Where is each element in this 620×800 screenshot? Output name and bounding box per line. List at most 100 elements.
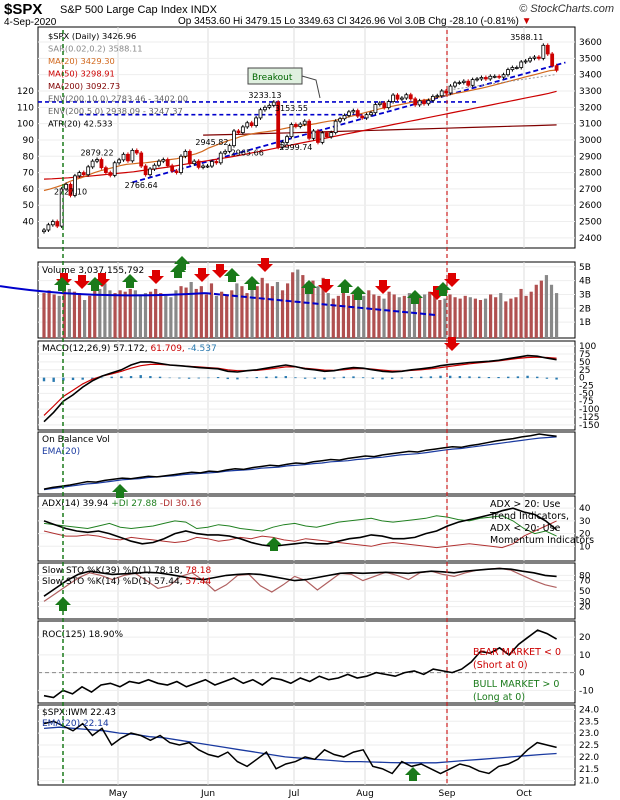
candle-body xyxy=(360,115,365,119)
candle-body xyxy=(417,100,422,106)
candle-body xyxy=(506,69,510,76)
candle-body xyxy=(130,149,135,162)
green-up-arrow-icon xyxy=(87,277,103,291)
candle-body xyxy=(117,159,122,164)
candle-body xyxy=(448,85,453,94)
green-up-arrow-icon xyxy=(112,484,128,498)
sto-legend-part: 57.44 xyxy=(183,577,212,587)
volume-bar xyxy=(255,286,259,338)
price-legend-entry: $SPX (Daily) 3426.96 xyxy=(48,31,136,41)
candle-body xyxy=(134,149,139,154)
green-up-arrow-icon xyxy=(435,282,451,296)
candle-body xyxy=(382,102,387,109)
macd-histogram-bar xyxy=(81,377,84,380)
volume-bar xyxy=(534,284,538,338)
volume-bar xyxy=(301,275,305,338)
price-legend-entry: SAR(0.02,0.2) 3588.11 xyxy=(48,44,143,54)
volume-bar xyxy=(123,291,127,338)
y-tick-label: 1B xyxy=(579,318,591,328)
volume-bar xyxy=(473,298,477,338)
candle-body xyxy=(519,61,524,68)
adx-note-line: Momentum Indicators xyxy=(490,535,594,546)
volume-bar xyxy=(306,282,310,338)
minus-di-line xyxy=(43,520,557,549)
candle-body xyxy=(245,122,250,128)
obv-ema-legend: EMA(20) xyxy=(42,447,80,457)
volume-bar xyxy=(67,288,71,338)
volume-bar xyxy=(154,288,158,338)
symbol-title: $SPX xyxy=(4,1,43,18)
candle-body xyxy=(267,104,272,108)
volume-bar xyxy=(220,291,224,338)
adx-line xyxy=(43,507,558,548)
candle-body xyxy=(196,160,201,168)
price-label: 2945.82 xyxy=(195,138,228,147)
macd-histogram-bar xyxy=(555,377,558,380)
sto-legend-part: Slow STO %K(39) %D(1) 78.18, xyxy=(42,566,183,576)
panel-roc-frame xyxy=(37,620,576,704)
volume-bar xyxy=(250,284,254,338)
candle-body xyxy=(413,98,418,106)
macd-histogram-bar xyxy=(274,376,278,379)
candle-body xyxy=(320,132,325,143)
candle-body xyxy=(187,150,192,165)
red-down-arrow-icon xyxy=(375,280,391,294)
y-tick-label: 22.0 xyxy=(579,753,599,763)
green-up-arrow-icon xyxy=(170,264,186,278)
red-down-arrow-icon xyxy=(148,270,164,284)
price-legend-entry: MA(20) 3429.30 xyxy=(48,56,115,66)
candle-body xyxy=(541,44,546,59)
candle-body xyxy=(218,152,223,164)
candle-body xyxy=(338,118,342,122)
volume-bar xyxy=(554,293,559,338)
price-legend-entry: ATR(20) 42.533 xyxy=(48,119,113,129)
macd-histogram-bar xyxy=(303,377,307,379)
x-month-label: Sep xyxy=(439,789,456,799)
macd-histogram-bar xyxy=(236,377,239,380)
candle-body xyxy=(46,224,51,231)
macd-histogram-bar xyxy=(294,377,297,379)
candle-body xyxy=(386,101,391,109)
volume-bar xyxy=(463,295,467,338)
volume-bar xyxy=(367,290,371,338)
volume-bar xyxy=(77,293,82,338)
volume-bar xyxy=(93,290,97,338)
candle-body xyxy=(285,136,289,143)
candle-body xyxy=(369,112,373,116)
volume-bar xyxy=(245,293,249,338)
y-tick-label: 30 xyxy=(579,597,591,607)
panel-price-frame xyxy=(37,26,576,249)
y-left-tick-label: 70 xyxy=(23,169,35,179)
volume-bar xyxy=(57,295,61,338)
candle-body xyxy=(108,172,113,176)
y-tick-label: -100 xyxy=(579,405,600,415)
volume-bar xyxy=(275,282,280,338)
y-tick-label: 3B xyxy=(579,290,591,300)
candle-body xyxy=(510,67,515,71)
candle-body xyxy=(355,110,360,117)
volume-bar xyxy=(214,295,219,338)
volume-bar xyxy=(346,295,351,338)
macd-histogram-bar xyxy=(516,376,520,379)
green-up-arrow-icon xyxy=(301,280,317,294)
y-tick-label: 50 xyxy=(579,358,591,368)
macd-legend-part: MACD(12,26,9) 57.172, xyxy=(42,344,148,354)
quote-values: Op 3453.60 Hi 3479.15 Lo 3349.63 Cl 3426… xyxy=(178,16,519,27)
macd-histogram-bar xyxy=(448,375,452,379)
candle-body xyxy=(400,97,404,100)
volume-bar xyxy=(184,287,188,338)
price-label: 3588.11 xyxy=(510,33,543,42)
volume-bar xyxy=(316,286,320,338)
candle-body xyxy=(143,165,148,176)
y-tick-label: 100 xyxy=(579,342,596,352)
volume-bar xyxy=(83,300,87,338)
candle-body xyxy=(81,172,86,176)
y-tick-label: 20 xyxy=(579,633,591,643)
candle-body xyxy=(426,100,431,105)
red-down-arrow-icon xyxy=(94,273,110,287)
y-tick-label: -50 xyxy=(579,389,594,399)
candle-body xyxy=(316,130,320,143)
candle-body xyxy=(170,165,175,172)
x-month-label: Jul xyxy=(288,789,300,799)
green-up-arrow-icon xyxy=(405,767,421,781)
